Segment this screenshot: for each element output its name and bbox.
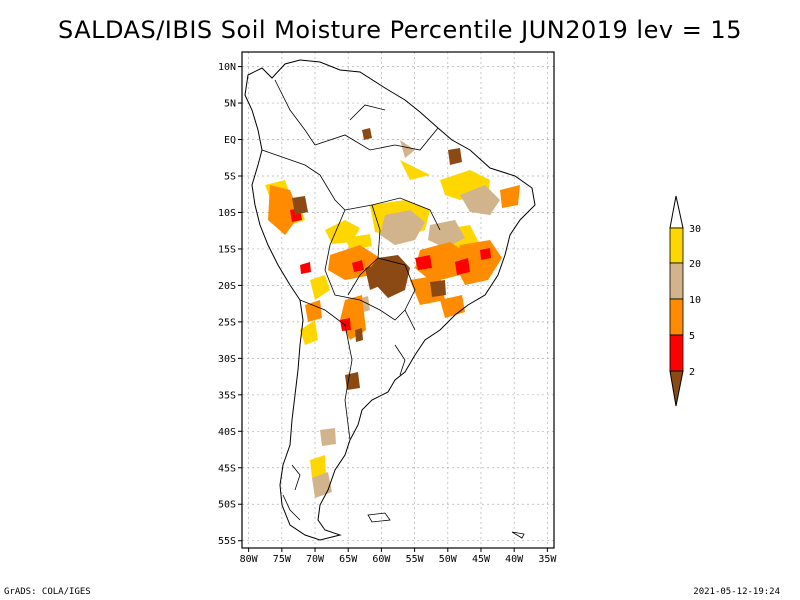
footer-credit: GrADS: COLA/IGES (4, 587, 91, 597)
legend-label-10: 10 (689, 295, 701, 306)
lon-label-65w: 65W (339, 554, 358, 565)
lon-label-55w: 55W (406, 554, 425, 565)
legend-swatch-5-10 (669, 298, 684, 336)
map-gridlines (242, 52, 554, 548)
lat-label-35s: 35S (218, 390, 236, 401)
lon-label-80w: 80W (240, 554, 259, 565)
legend-labels: 2 5 10 20 30 (689, 224, 701, 378)
lon-label-40w: 40W (505, 554, 524, 565)
legend-arrow-above-30 (669, 195, 684, 229)
lat-label-10n: 10N (218, 62, 236, 73)
legend-swatch-10-20 (669, 262, 684, 300)
lat-label-10s: 10S (218, 208, 236, 219)
country-borders (261, 79, 441, 441)
patch-group-10-20 (312, 140, 500, 498)
map-title: SALDAS/IBIS Soil Moisture Percentile JUN… (58, 16, 742, 44)
lat-label-5n: 5N (224, 99, 236, 110)
lon-label-60w: 60W (372, 554, 391, 565)
lon-label-75w: 75W (273, 554, 292, 565)
legend-swatch-20-30 (669, 227, 684, 264)
lat-label-30s: 30S (218, 354, 236, 365)
lat-label-eq: EQ (224, 135, 236, 146)
lat-label-55s: 55S (218, 536, 236, 547)
legend-colorbar: 2 5 10 20 30 (669, 195, 701, 407)
lat-label-50s: 50S (218, 500, 236, 511)
lon-label-35w: 35W (538, 554, 557, 565)
lat-label-45s: 45S (218, 463, 236, 474)
legend-arrow-below-2 (669, 370, 684, 407)
footer-timestamp: 2021-05-12-19:24 (693, 587, 780, 597)
lon-label-45w: 45W (472, 554, 491, 565)
legend-label-30: 30 (689, 224, 701, 235)
soil-moisture-patches (265, 128, 520, 498)
legend-label-5: 5 (689, 331, 695, 342)
patch-group-2-5 (290, 208, 491, 331)
patch-group-below-2 (292, 128, 462, 390)
lat-label-25s: 25S (218, 317, 236, 328)
lat-label-5s: 5S (224, 172, 236, 183)
lon-label-50w: 50W (439, 554, 458, 565)
islands (282, 464, 525, 539)
latitude-labels: 10N 5N EQ 5S 10S 15S 20S 25S 30S 35S 40S 45S 50S 55S (218, 62, 242, 547)
legend-label-20: 20 (689, 259, 701, 270)
longitude-labels: 80W 75W 70W 65W 60W 55W 50W 45W 40W 35W (240, 548, 557, 565)
map-frame (241, 51, 555, 549)
lat-label-15s: 15S (218, 244, 236, 255)
lon-label-70w: 70W (306, 554, 325, 565)
legend-label-2: 2 (689, 367, 695, 378)
lat-label-20s: 20S (218, 281, 236, 292)
legend-swatch-2-5 (669, 334, 684, 372)
lat-label-40s: 40S (218, 427, 236, 438)
patch-group-5-10 (268, 185, 520, 340)
